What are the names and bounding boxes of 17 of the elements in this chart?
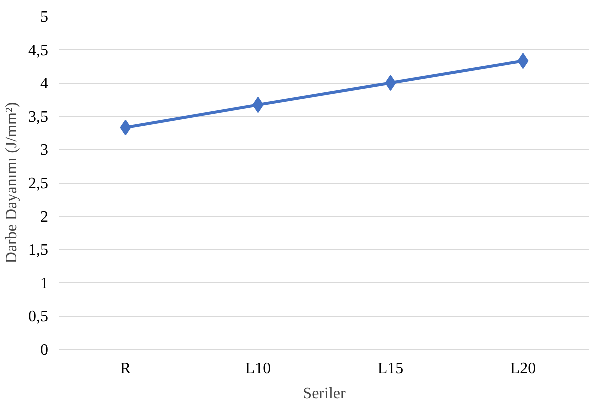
x-tick-label: L15 — [378, 360, 404, 378]
y-tick-label: 5 — [40, 9, 48, 26]
y-tick-label: 0,5 — [28, 308, 48, 326]
y-tick-label: 2 — [40, 208, 48, 226]
y-tick-label: 3 — [40, 142, 48, 160]
y-tick-label: 4,5 — [28, 42, 48, 60]
y-tick-label: 3,5 — [28, 108, 48, 126]
y-tick-label: 2,5 — [28, 176, 48, 192]
y-tick-label: 4 — [40, 76, 48, 93]
x-tick-label: R — [120, 360, 132, 378]
y-tick-label: 1 — [40, 275, 48, 292]
x-tick-label: L20 — [510, 360, 536, 378]
x-axis-title: Seriler — [303, 386, 346, 402]
x-tick-label: L10 — [245, 360, 272, 378]
y-tick-label: 1,5 — [28, 242, 48, 260]
y-axis-title: Darbe Dayanımı (J/mm²) — [4, 102, 20, 264]
y-tick-label: 0 — [40, 342, 48, 359]
